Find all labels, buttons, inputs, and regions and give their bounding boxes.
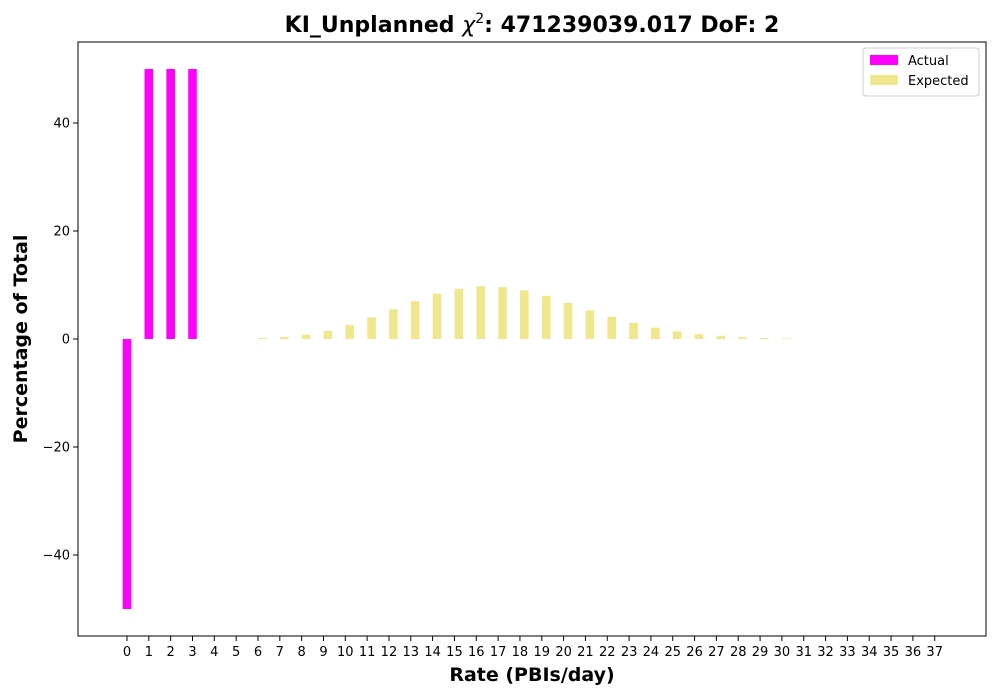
bar-expected-26 — [694, 334, 704, 339]
bar-expected-6 — [258, 337, 267, 339]
x-tick-label: 2 — [167, 645, 175, 660]
x-tick-label: 11 — [359, 645, 376, 660]
bar-actual-3 — [188, 69, 197, 339]
bar-expected-8 — [301, 334, 311, 339]
y-tick-label: −40 — [43, 549, 70, 564]
x-tick-label: 29 — [752, 645, 769, 660]
x-tick-label: 26 — [686, 645, 703, 660]
x-tick-label: 25 — [664, 645, 681, 660]
legend-label-expected: Expected — [908, 74, 969, 89]
x-tick-label: 5 — [232, 645, 240, 660]
bar-expected-29 — [760, 337, 769, 339]
legend: Actual Expected — [862, 47, 980, 97]
bar-expected-9 — [323, 330, 333, 339]
x-tick-label: 32 — [817, 645, 834, 660]
y-tick-label: 40 — [53, 117, 70, 132]
x-tick-label: 7 — [276, 645, 284, 660]
x-tick-label: 34 — [861, 645, 878, 660]
x-tick-label: 15 — [446, 645, 463, 660]
bar-expected-16 — [476, 286, 485, 339]
x-tick-label: 24 — [643, 645, 660, 660]
bar-expected-15 — [454, 288, 464, 339]
x-tick-label: 0 — [123, 645, 131, 660]
x-axis-label: Rate (PBIs/day) — [449, 664, 614, 686]
x-tick-label: 27 — [708, 645, 725, 660]
x-tick-label: 19 — [533, 645, 550, 660]
x-tick-label: 22 — [599, 645, 616, 660]
x-tick-label: 13 — [403, 645, 420, 660]
x-tick-label: 16 — [468, 645, 485, 660]
bar-expected-27 — [716, 335, 726, 339]
y-tick-label: 0 — [62, 333, 70, 348]
bar-expected-20 — [563, 302, 573, 339]
x-tick-label: 10 — [337, 645, 354, 660]
bar-actual-1 — [144, 69, 154, 339]
bar-actual-0 — [122, 339, 132, 609]
bar-expected-21 — [585, 310, 595, 339]
chart-title: KI_Unplanned χ2: 471239039.017 DoF: 2 — [285, 11, 780, 38]
bar-expected-14 — [432, 293, 442, 339]
x-tick-label: 14 — [424, 645, 441, 660]
x-tick-label: 4 — [210, 645, 218, 660]
bar-expected-12 — [389, 309, 398, 339]
plot-frame — [77, 41, 987, 637]
x-tick-label: 6 — [254, 645, 262, 660]
bar-actual-2 — [166, 69, 175, 339]
x-tick-label: 23 — [621, 645, 638, 660]
legend-swatch-actual — [870, 55, 898, 65]
bar-expected-11 — [367, 317, 376, 339]
x-tick-label: 1 — [145, 645, 153, 660]
x-tick-label: 33 — [839, 645, 856, 660]
y-axis-label: Percentage of Total — [10, 235, 32, 444]
x-tick-label: 28 — [730, 645, 747, 660]
x-tick-label: 9 — [319, 645, 327, 660]
y-tick-label: −20 — [43, 441, 70, 456]
bar-expected-17 — [498, 287, 507, 339]
x-tick-label: 37 — [926, 645, 943, 660]
x-tick-label: 3 — [188, 645, 196, 660]
x-tick-label: 30 — [774, 645, 791, 660]
x-tick-label: 21 — [577, 645, 594, 660]
bar-expected-25 — [672, 331, 682, 339]
x-tick-label: 18 — [512, 645, 529, 660]
y-tick-label: 20 — [53, 225, 70, 240]
bar-expected-24 — [651, 327, 660, 339]
bar-expected-7 — [279, 336, 289, 339]
x-tick-label: 36 — [905, 645, 922, 660]
x-tick-label: 12 — [381, 645, 398, 660]
bar-expected-18 — [520, 290, 529, 339]
bar-expected-10 — [345, 324, 355, 339]
bar-expected-22 — [607, 316, 616, 339]
bar-expected-23 — [629, 322, 638, 339]
bar-expected-13 — [410, 301, 420, 339]
bar-expected-28 — [738, 337, 747, 339]
legend-label-actual: Actual — [908, 54, 949, 69]
legend-swatch-expected — [870, 75, 898, 85]
x-tick-label: 20 — [555, 645, 572, 660]
x-tick-label: 8 — [297, 645, 305, 660]
bar-expected-19 — [541, 295, 551, 339]
bar-expected-30 — [782, 338, 791, 340]
x-tick-label: 35 — [883, 645, 900, 660]
x-tick-label: 31 — [795, 645, 812, 660]
x-tick-label: 17 — [490, 645, 507, 660]
